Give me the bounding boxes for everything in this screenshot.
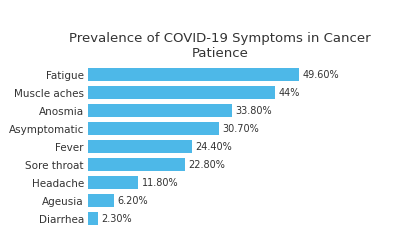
Bar (88, 68, 299, 81)
Text: 44%: 44% (279, 88, 300, 98)
Text: 6.20%: 6.20% (118, 196, 148, 206)
Text: 2.30%: 2.30% (101, 214, 132, 224)
Title: Prevalence of COVID-19 Symptoms in Cancer
Patience: Prevalence of COVID-19 Symptoms in Cance… (69, 32, 371, 60)
Bar (88, 104, 232, 117)
Bar (88, 158, 185, 171)
Text: 22.80%: 22.80% (188, 160, 225, 170)
Text: 24.40%: 24.40% (195, 142, 232, 152)
Text: 30.70%: 30.70% (222, 124, 259, 134)
Bar (88, 194, 114, 208)
Bar (88, 122, 219, 135)
Bar (88, 140, 192, 153)
Text: 33.80%: 33.80% (235, 106, 272, 116)
Bar (88, 176, 138, 189)
Bar (88, 86, 275, 99)
Text: 49.60%: 49.60% (303, 70, 339, 80)
Bar (88, 212, 98, 225)
Text: 11.80%: 11.80% (142, 178, 178, 188)
